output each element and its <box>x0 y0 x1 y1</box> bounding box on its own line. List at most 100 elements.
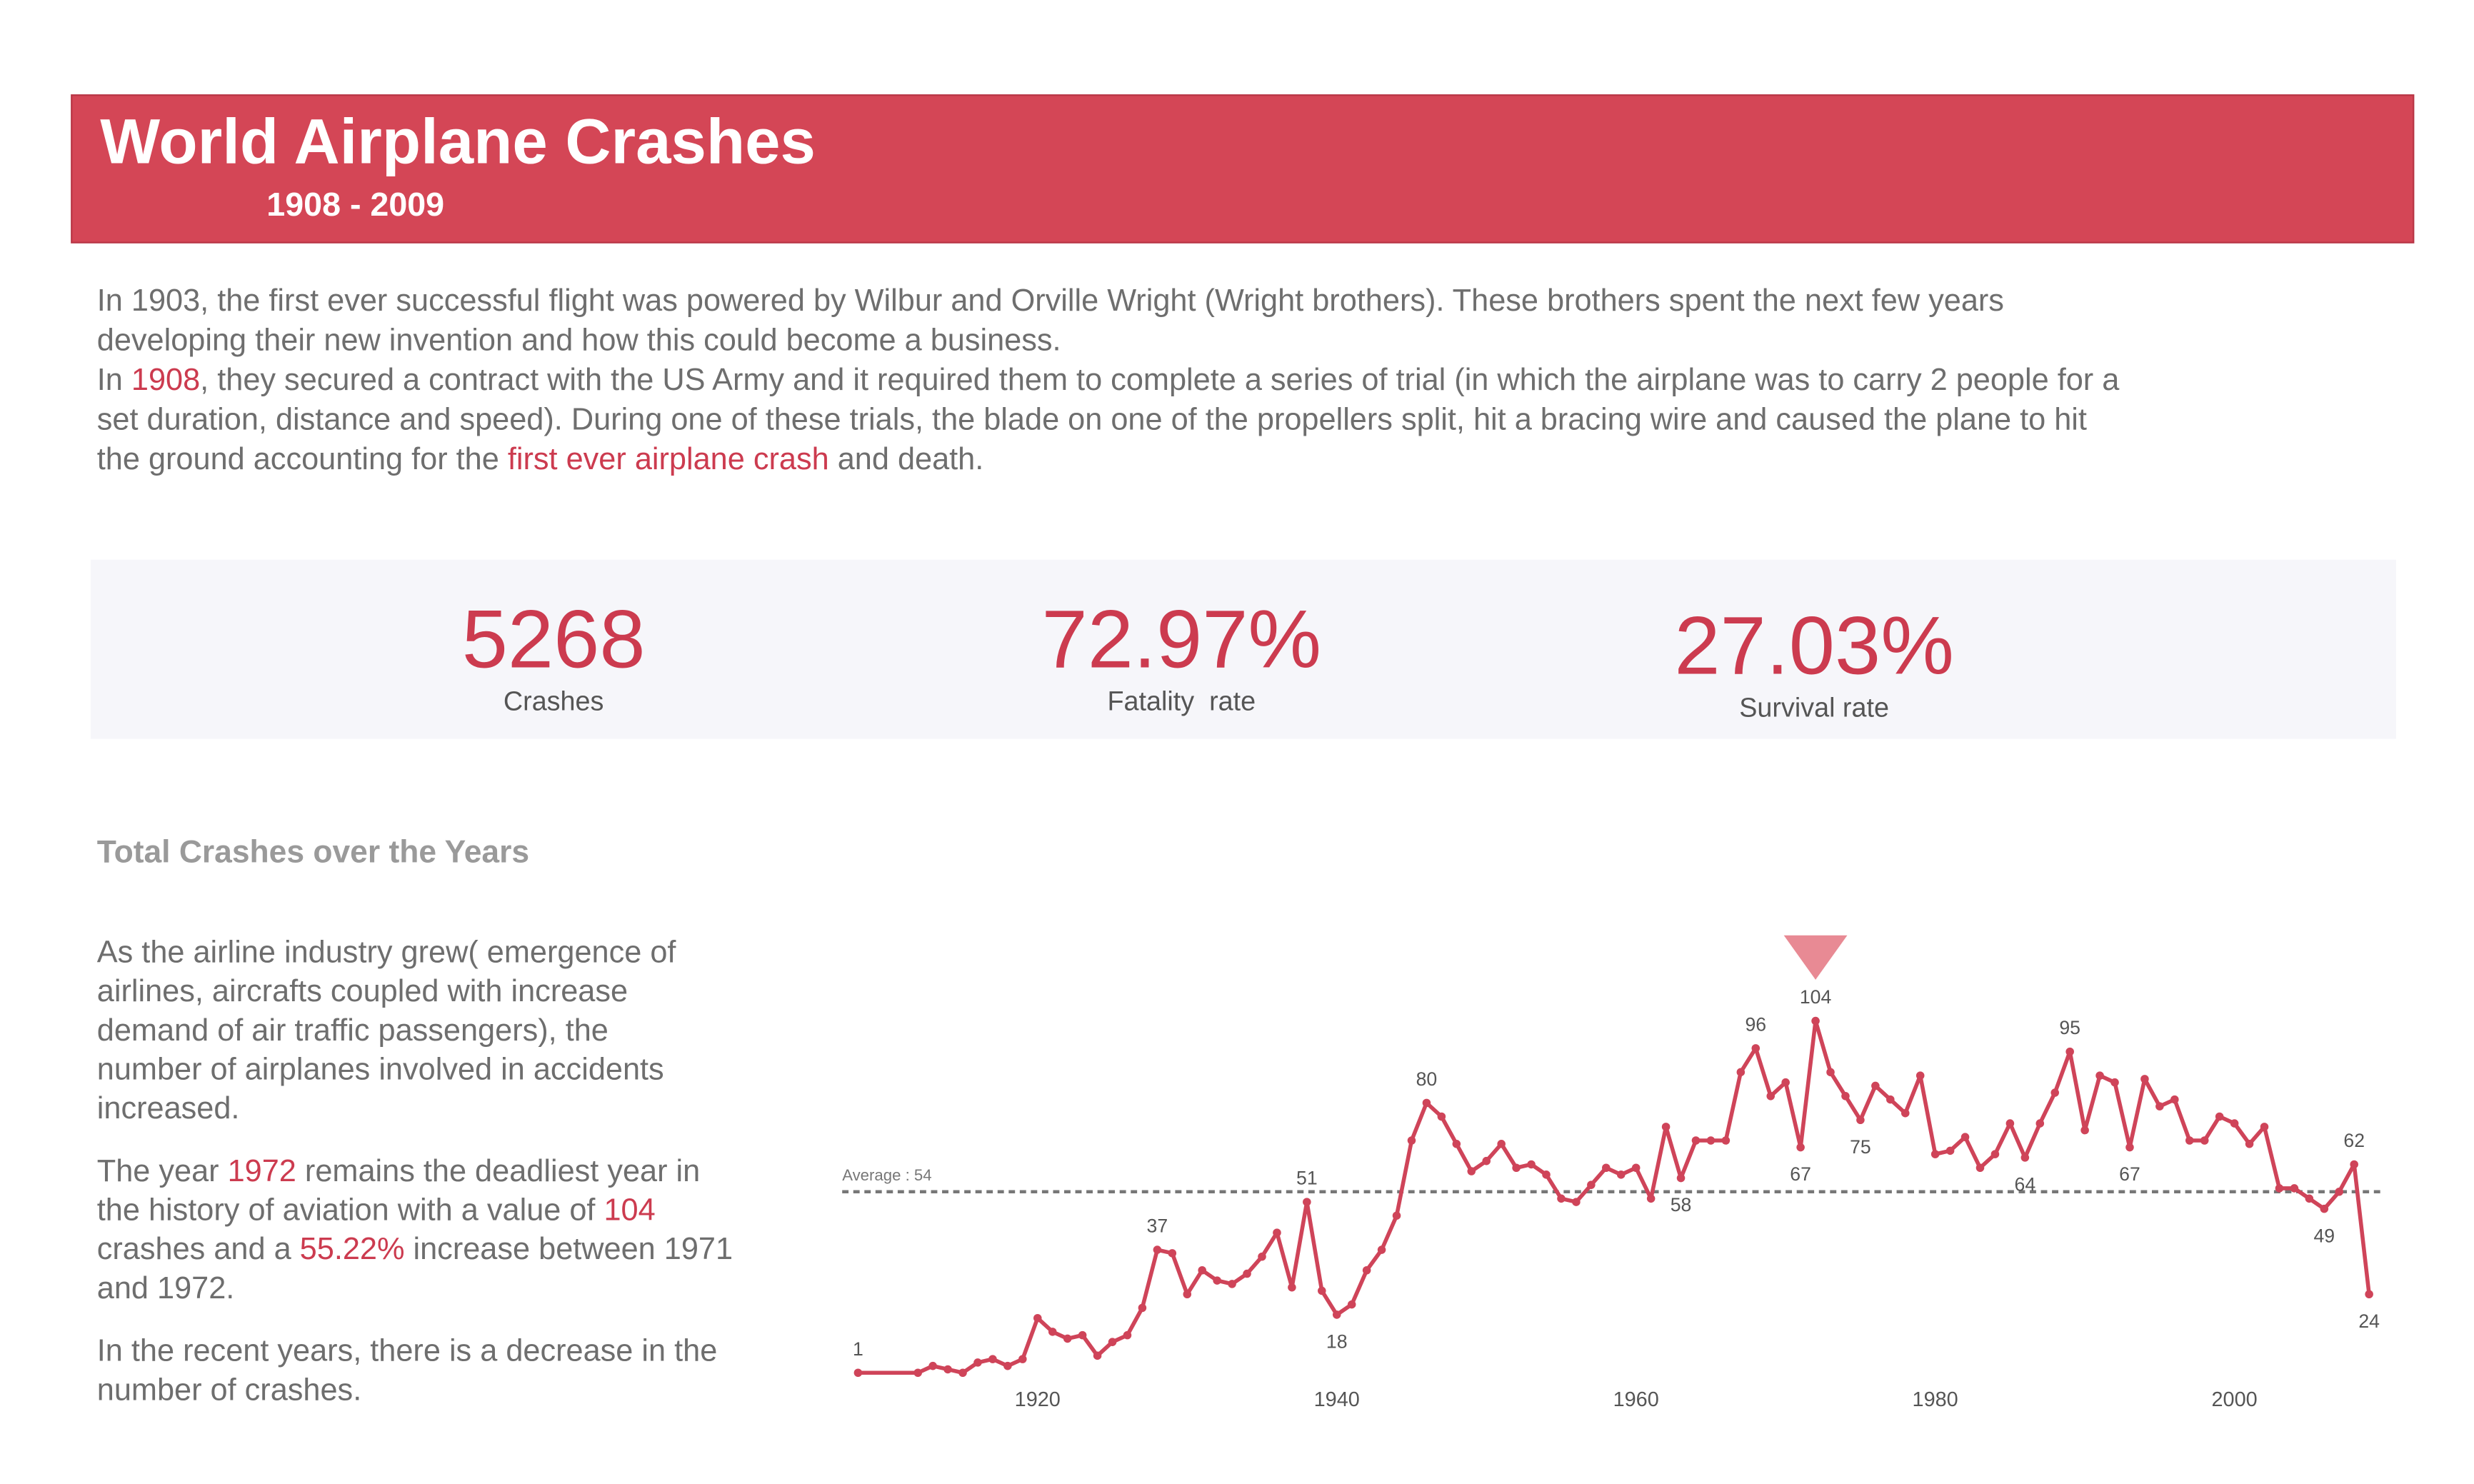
point <box>1407 1136 1416 1145</box>
point <box>1796 1143 1805 1152</box>
text-line: In the recent years, there is a decrease… <box>97 1334 718 1368</box>
point <box>2125 1143 2134 1152</box>
text-run: set duration, distance and speed). Durin… <box>97 403 2087 437</box>
point <box>1198 1265 1206 1275</box>
point <box>1138 1303 1147 1313</box>
point <box>958 1368 967 1378</box>
point <box>2170 1095 2179 1104</box>
kpi-label: Fatality rate <box>1107 686 1256 716</box>
point <box>1093 1351 1102 1360</box>
point <box>1078 1330 1087 1340</box>
point <box>1273 1228 1281 1237</box>
point <box>1751 1044 1761 1053</box>
point <box>2155 1102 2164 1111</box>
highlight: first ever airplane crash <box>508 442 829 476</box>
kpi-band <box>90 559 2396 739</box>
x-tick-label: 2000 <box>2212 1388 2258 1411</box>
text-run: the ground accounting for the <box>97 442 508 476</box>
point <box>1930 1150 1940 1158</box>
point <box>1572 1198 1581 1206</box>
max-marker <box>1783 935 1848 980</box>
point <box>2290 1184 2299 1193</box>
point <box>1153 1245 1162 1254</box>
data-label: 24 <box>2358 1310 2380 1332</box>
point <box>1811 1016 1820 1026</box>
point <box>1990 1150 2000 1158</box>
text-line: the history of aviation with a value of … <box>97 1193 656 1228</box>
text-line: and 1972. <box>97 1271 235 1305</box>
point <box>1826 1068 1835 1077</box>
text-line: increased. <box>97 1091 240 1125</box>
text-run: the history of aviation with a value of <box>97 1193 604 1228</box>
point <box>1676 1173 1686 1183</box>
point <box>1303 1198 1311 1206</box>
data-label: 104 <box>1800 986 1832 1008</box>
point <box>2095 1071 2104 1080</box>
point <box>988 1355 997 1363</box>
point <box>2020 1153 2030 1162</box>
data-label: 18 <box>1326 1331 1348 1353</box>
point <box>853 1368 863 1378</box>
header-band <box>71 94 2415 244</box>
text-run: and death. <box>829 442 984 476</box>
point <box>2350 1160 2358 1169</box>
text-run: crashes and a <box>97 1232 300 1266</box>
data-label: 67 <box>2119 1163 2140 1185</box>
point <box>1347 1300 1356 1309</box>
data-label: 75 <box>1850 1136 1871 1158</box>
data-label: 64 <box>2015 1174 2036 1195</box>
kpi-value: 72.97% <box>1042 593 1322 686</box>
point <box>1497 1139 1506 1148</box>
point <box>2275 1184 2284 1193</box>
point <box>1587 1180 1596 1189</box>
point <box>2365 1290 2373 1299</box>
text-run: As the airline industry grew( emergence … <box>97 936 677 970</box>
text-line: As the airline industry grew( emergence … <box>97 936 677 970</box>
text-line: set duration, distance and speed). Durin… <box>97 403 2087 437</box>
point <box>1108 1338 1117 1346</box>
point <box>1482 1156 1491 1165</box>
text-run: number of airplanes involved in accident… <box>97 1052 664 1086</box>
text-run: remains the deadliest year in <box>296 1154 700 1188</box>
point <box>1018 1355 1027 1363</box>
point <box>1213 1276 1221 1285</box>
point <box>1975 1163 1985 1173</box>
text-line: developing their new invention and how t… <box>97 324 1061 358</box>
kpi-value: 27.03% <box>1674 600 1954 692</box>
point <box>1332 1310 1341 1319</box>
text-line: In 1903, the first ever successful fligh… <box>97 284 2004 318</box>
point <box>2320 1204 2329 1213</box>
kpi-value: 5268 <box>462 593 646 686</box>
point <box>943 1365 952 1374</box>
text-run: developing their new invention and how t… <box>97 324 1061 358</box>
data-label: 95 <box>2059 1017 2080 1038</box>
data-label: 58 <box>1671 1194 1692 1215</box>
point <box>1661 1123 1671 1131</box>
text-line: demand of air traffic passengers), the <box>97 1013 609 1048</box>
point <box>1258 1252 1266 1261</box>
point <box>2005 1119 2015 1128</box>
point <box>2065 1047 2074 1056</box>
data-label: 62 <box>2343 1130 2365 1151</box>
point <box>1527 1160 1536 1169</box>
point <box>2050 1088 2060 1097</box>
data-label: 80 <box>1416 1068 1438 1090</box>
point <box>1871 1081 1880 1091</box>
point <box>1123 1330 1132 1340</box>
point <box>2335 1187 2344 1196</box>
point <box>1960 1133 1970 1141</box>
text-line: the ground accounting for the first ever… <box>97 442 984 476</box>
text-run: demand of air traffic passengers), the <box>97 1013 609 1048</box>
point <box>1243 1269 1251 1278</box>
point <box>1841 1092 1850 1101</box>
point <box>1915 1071 1925 1080</box>
point <box>1183 1290 1192 1299</box>
highlight: 1972 <box>228 1154 296 1188</box>
point <box>928 1361 937 1370</box>
text-run: increase between 1971 <box>404 1232 733 1266</box>
x-tick-label: 1920 <box>1015 1388 1061 1411</box>
highlight: 104 <box>604 1193 655 1228</box>
point <box>1945 1146 1955 1155</box>
